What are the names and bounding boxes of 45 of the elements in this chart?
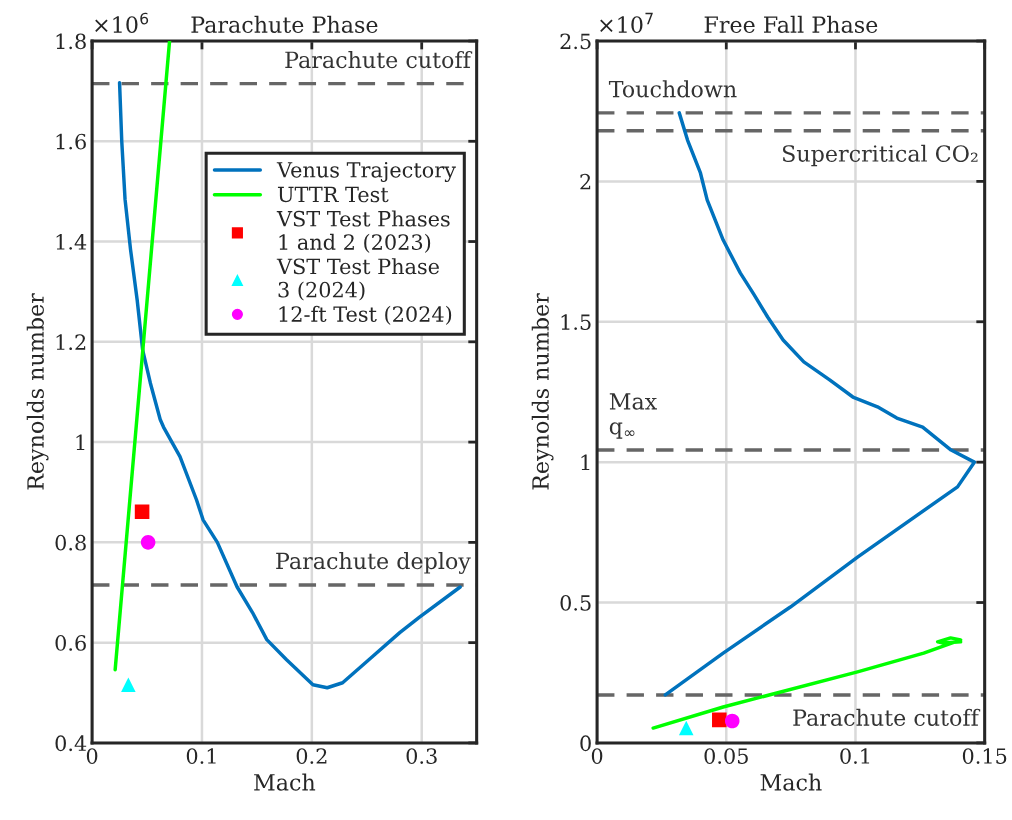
- x-tick-label: 0.1: [186, 748, 216, 764]
- legend-label: 12-ft Test (2024): [279, 305, 452, 325]
- ref-line-label: Max q$_{∞}$: [609, 393, 657, 439]
- y-tick-label: 1.4: [56, 234, 87, 250]
- x-tick-label: 0.05: [704, 748, 748, 764]
- x-tick-label: 0.2: [296, 748, 327, 764]
- ref-line-label: Touchdown: [608, 80, 737, 98]
- y-tick-label: 1.8: [56, 33, 86, 50]
- x-axis-title: Mach: [760, 773, 822, 791]
- ref-line-label: Parachute cutoff: [793, 708, 981, 726]
- point: [140, 535, 156, 550]
- x-tick-label: 0.15: [962, 748, 1007, 764]
- y-tick-label: 0.6: [55, 635, 86, 651]
- x-tick-label: 0.3: [406, 748, 437, 764]
- y-tick-label: 0.4: [55, 735, 87, 752]
- y-tick-label: 1.2: [56, 334, 86, 351]
- legend-label: VST Test Phases 1 and 2 (2023): [276, 210, 450, 253]
- text: ×10$^{6}$: [95, 12, 149, 34]
- x-axis-title: Mach: [254, 773, 316, 791]
- legend-label: VST Test Phase 3 (2024): [276, 258, 439, 301]
- y-tick-label: 1: [581, 454, 590, 471]
- y-tick-label: 1.5: [561, 314, 591, 330]
- y-tick-label: 0.5: [560, 594, 591, 611]
- chart-title: Free Fall Phase: [704, 15, 878, 33]
- y-tick-label: 2.5: [560, 33, 591, 50]
- y-tick-label: 0: [580, 735, 591, 752]
- x-tick-label: 0: [591, 748, 603, 764]
- text: ×10$^{7}$: [600, 12, 653, 34]
- ref-line-label: Parachute cutoff: [285, 51, 473, 69]
- y-tick-label: 1.6: [56, 133, 86, 150]
- ref-line-label: Supercritical CO₂: [782, 144, 978, 167]
- ref-line-label: Parachute deploy: [276, 552, 471, 574]
- legend-label: Venus Trajectory: [276, 162, 456, 182]
- x-tick-label: 0: [86, 748, 98, 764]
- y-tick-label: 1: [76, 434, 85, 451]
- chart-title: Parachute Phase: [191, 15, 378, 33]
- y-axis-title: Reynolds number: [531, 293, 554, 490]
- point: [121, 677, 136, 693]
- y-tick-label: 2: [580, 173, 591, 190]
- y-tick-label: 0.8: [55, 534, 86, 551]
- x-tick-label: 0.1: [840, 748, 870, 764]
- point: [134, 504, 150, 520]
- legend-label: UTTR Test: [277, 186, 389, 203]
- line-series: [663, 111, 977, 697]
- y-axis-title: Reynolds number: [26, 293, 49, 490]
